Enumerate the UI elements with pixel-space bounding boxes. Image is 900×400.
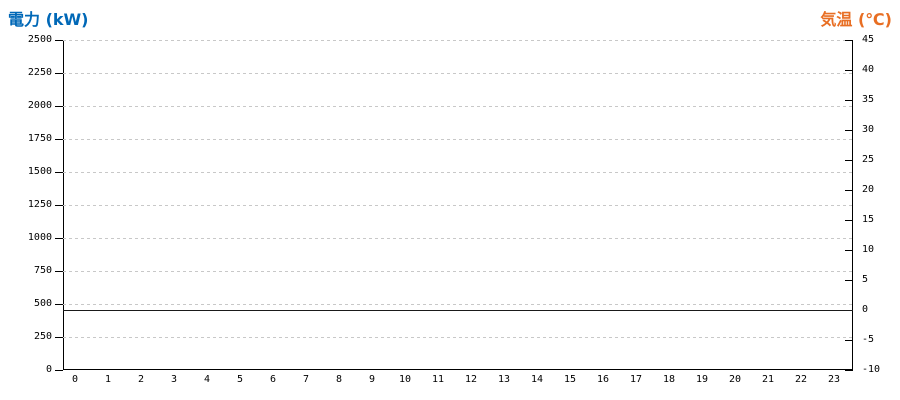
y-left-tick xyxy=(55,337,63,338)
y-left-tick xyxy=(55,172,63,173)
y-left-tick xyxy=(55,73,63,74)
x-tick-label: 20 xyxy=(728,374,742,385)
y-left-tick xyxy=(55,271,63,272)
right-axis-title: 気温 (℃) xyxy=(820,10,892,29)
x-tick-label: 0 xyxy=(71,374,79,385)
x-tick-label: 16 xyxy=(596,374,610,385)
x-tick-label: 10 xyxy=(398,374,412,385)
x-tick-label: 8 xyxy=(335,374,343,385)
y-left-tick xyxy=(55,139,63,140)
h-gridline xyxy=(63,40,853,41)
x-tick-label: 9 xyxy=(368,374,376,385)
x-tick-label: 12 xyxy=(464,374,478,385)
y-left-tick xyxy=(55,304,63,305)
y-left-tick-label: 1000 xyxy=(27,232,52,243)
x-tick-label: 13 xyxy=(497,374,511,385)
y-left-tick xyxy=(55,106,63,107)
x-tick-label: 2 xyxy=(137,374,145,385)
y-right-tick-label: 10 xyxy=(862,244,875,255)
h-gridline xyxy=(63,172,853,173)
y-right-tick xyxy=(845,190,853,191)
x-tick-label: 3 xyxy=(170,374,178,385)
x-tick-label: 14 xyxy=(530,374,544,385)
y-right-tick xyxy=(845,130,853,131)
h-gridline xyxy=(63,304,853,305)
y-right-tick-label: 35 xyxy=(862,94,875,105)
left-axis-title: 電力 (kW) xyxy=(8,10,89,29)
x-tick-label: 23 xyxy=(827,374,841,385)
y-right-tick xyxy=(845,250,853,251)
y-right-tick-label: 5 xyxy=(862,274,869,285)
x-tick-label: 5 xyxy=(236,374,244,385)
y-right-tick-label: 25 xyxy=(862,154,875,165)
x-tick-label: 11 xyxy=(431,374,445,385)
zero-degree-line xyxy=(63,310,853,311)
y-right-tick-label: 30 xyxy=(862,124,875,135)
x-tick-label: 6 xyxy=(269,374,277,385)
x-tick-label: 1 xyxy=(104,374,112,385)
h-gridline xyxy=(63,337,853,338)
y-right-tick-label: 15 xyxy=(862,214,875,225)
y-right-tick xyxy=(845,340,853,341)
y-left-tick-label: 1250 xyxy=(27,199,52,210)
x-tick-label: 17 xyxy=(629,374,643,385)
y-right-tick xyxy=(845,160,853,161)
x-tick-label: 7 xyxy=(302,374,310,385)
h-gridline xyxy=(63,271,853,272)
y-right-tick-label: 0 xyxy=(862,304,869,315)
y-right-tick xyxy=(845,100,853,101)
y-right-tick xyxy=(845,370,853,371)
y-right-tick xyxy=(845,40,853,41)
y-left-tick xyxy=(55,238,63,239)
y-right-tick-label: 20 xyxy=(862,184,875,195)
y-left-tick-label: 1750 xyxy=(27,133,52,144)
y-right-tick-label: 40 xyxy=(862,64,875,75)
y-left-tick xyxy=(55,40,63,41)
y-left-tick xyxy=(55,370,63,371)
h-gridline xyxy=(63,73,853,74)
x-tick-label: 15 xyxy=(563,374,577,385)
y-left-tick-label: 2250 xyxy=(27,67,52,78)
x-tick-label: 4 xyxy=(203,374,211,385)
x-tick-label: 21 xyxy=(761,374,775,385)
y-right-tick-label: 45 xyxy=(862,34,875,45)
y-left-tick-label: 2000 xyxy=(27,100,52,111)
y-left-tick-label: 500 xyxy=(33,298,52,309)
y-right-tick xyxy=(845,220,853,221)
y-left-tick xyxy=(55,205,63,206)
y-left-tick-label: 2500 xyxy=(27,34,52,45)
y-left-tick-label: 0 xyxy=(45,364,52,375)
x-tick-label: 22 xyxy=(794,374,808,385)
h-gridline xyxy=(63,139,853,140)
x-tick-label: 19 xyxy=(695,374,709,385)
y-right-tick xyxy=(845,70,853,71)
y-left-tick-label: 750 xyxy=(33,265,52,276)
y-right-tick-label: -10 xyxy=(862,364,881,375)
y-left-tick-label: 1500 xyxy=(27,166,52,177)
y-right-tick xyxy=(845,280,853,281)
y-left-tick-label: 250 xyxy=(33,331,52,342)
h-gridline xyxy=(63,238,853,239)
h-gridline xyxy=(63,205,853,206)
h-gridline xyxy=(63,106,853,107)
x-tick-label: 18 xyxy=(662,374,676,385)
y-right-tick-label: -5 xyxy=(862,334,875,345)
